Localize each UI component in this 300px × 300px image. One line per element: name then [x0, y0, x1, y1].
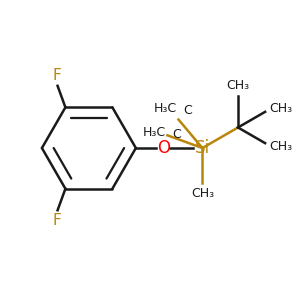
Text: H₃C: H₃C: [142, 126, 166, 139]
Text: CH₃: CH₃: [191, 187, 214, 200]
Text: Si: Si: [195, 139, 210, 157]
Text: O: O: [157, 139, 170, 157]
Text: H₃C: H₃C: [153, 102, 176, 115]
Text: F: F: [52, 213, 61, 228]
Text: CH₃: CH₃: [269, 140, 292, 153]
Text: CH₃: CH₃: [226, 79, 250, 92]
Text: CH₃: CH₃: [269, 102, 292, 116]
Text: F: F: [52, 68, 61, 83]
Text: C: C: [172, 128, 181, 141]
Text: C: C: [183, 103, 192, 117]
